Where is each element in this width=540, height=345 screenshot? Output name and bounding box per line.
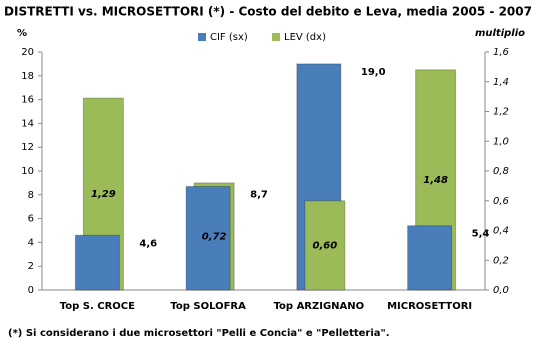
value-label: 1,48 <box>423 175 448 186</box>
y-tick-label: 4 <box>28 237 34 248</box>
y2-tick-label: 0,0 <box>493 285 509 296</box>
y2-tick-label: 1,2 <box>493 107 509 118</box>
y2-axis-label: multiplio <box>475 28 525 39</box>
y-tick-label: 0 <box>28 285 34 296</box>
chart-title: DISTRETTI vs. MICROSETTORI (*) - Costo d… <box>4 5 532 19</box>
y-tick-label: 14 <box>21 118 34 129</box>
value-label: 5,4 <box>472 229 490 240</box>
legend-swatch <box>272 33 280 41</box>
x-tick-label: MICROSETTORI <box>387 301 472 312</box>
y-tick-label: 8 <box>28 190 34 201</box>
bar <box>74 234 120 291</box>
y-tick-label: 16 <box>21 95 34 106</box>
value-label: 0,72 <box>202 231 227 242</box>
value-label: 0,60 <box>313 240 338 251</box>
y2-tick-label: 1,6 <box>493 47 509 58</box>
y-tick-label: 6 <box>28 214 34 225</box>
y2-tick-label: 0,4 <box>493 226 509 237</box>
y2-tick-label: 1,4 <box>493 77 509 88</box>
y2-tick-label: 0,8 <box>493 166 509 177</box>
legend-label: CIF (sx) <box>210 32 248 43</box>
x-tick-label: Top SOLOFRA <box>170 301 246 312</box>
y-tick-label: 20 <box>21 47 34 58</box>
y-tick-label: 18 <box>21 71 34 82</box>
y2-tick-label: 0,6 <box>493 196 509 207</box>
legend-swatch <box>198 33 206 41</box>
value-label: 1,29 <box>91 189 116 200</box>
bar <box>304 200 346 291</box>
value-label: 8,7 <box>250 189 268 200</box>
y2-tick-label: 1,0 <box>493 136 509 147</box>
value-label: 19,0 <box>361 67 386 78</box>
y-tick-label: 2 <box>28 261 34 272</box>
y-tick-label: 12 <box>21 142 34 153</box>
footnote: (*) Si considerano i due microsettori "P… <box>8 328 390 339</box>
y2-tick-label: 0,2 <box>493 255 509 266</box>
x-tick-label: Top ARZIGNANO <box>274 301 365 312</box>
y-tick-label: 10 <box>21 166 34 177</box>
y-axis-label: % <box>17 28 27 39</box>
value-label: 4,6 <box>139 238 157 249</box>
x-tick-label: Top S. CROCE <box>60 301 135 312</box>
legend-label: LEV (dx) <box>284 32 326 43</box>
bar <box>407 225 453 291</box>
bar <box>185 185 231 291</box>
